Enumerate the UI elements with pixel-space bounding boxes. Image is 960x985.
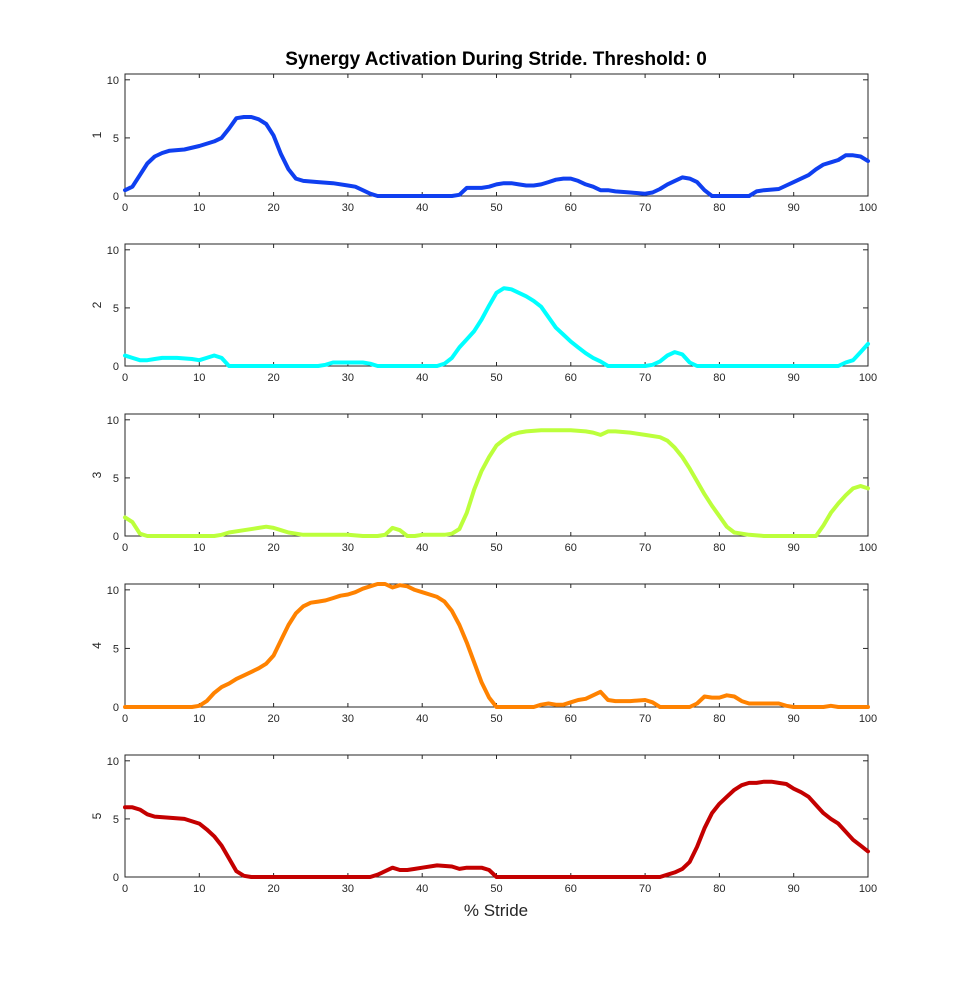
subplot-3-ytick-label-5: 5 (113, 473, 119, 485)
subplot-2-xtick-label-30: 30 (342, 372, 354, 384)
subplot-5-xtick-label-50: 50 (490, 883, 502, 895)
subplot-2-ylabel: 2 (90, 301, 104, 308)
subplot-3-xtick-label-80: 80 (713, 542, 725, 554)
subplot-1-xtick-label-0: 0 (122, 202, 128, 214)
subplot-1-xtick-label-10: 10 (193, 202, 205, 214)
subplot-2-xtick-label-80: 80 (713, 372, 725, 384)
subplot-5-xtick-label-100: 100 (859, 883, 877, 895)
subplot-5-xtick-label-90: 90 (788, 883, 800, 895)
subplot-1: 0 10 20 30 40 50 60 70 80 90 100 0 5 10 1 (90, 73, 877, 214)
subplot-4-xtick-label-40: 40 (416, 713, 428, 725)
subplot-3-xtick-label-90: 90 (788, 542, 800, 554)
subplot-5-ytick-label-5: 5 (113, 814, 119, 826)
subplot-3-ylabel: 3 (90, 471, 104, 478)
subplot-2-xtick-label-40: 40 (416, 372, 428, 384)
subplot-5-xtick-label-20: 20 (267, 883, 279, 895)
subplot-1-xtick-label-80: 80 (713, 202, 725, 214)
subplot-1-ytick-label-10: 10 (107, 75, 119, 87)
subplot-5-xtick-label-80: 80 (713, 883, 725, 895)
subplot-5-xtick-label-10: 10 (193, 883, 205, 895)
subplot-2-ytick-label-0: 0 (113, 361, 119, 373)
subplot-1-xtick-label-20: 20 (267, 202, 279, 214)
subplot-5-xtick-label-30: 30 (342, 883, 354, 895)
subplot-2-xtick-label-90: 90 (788, 372, 800, 384)
subplot-2-ytick-label-10: 10 (107, 245, 119, 257)
subplot-2-xtick-label-70: 70 (639, 372, 651, 384)
subplot-3-xtick-label-50: 50 (490, 542, 502, 554)
subplot-3: 0 10 20 30 40 50 60 70 80 90 100 0 5 10 3 (90, 413, 877, 554)
subplot-5-ytick-label-0: 0 (113, 872, 119, 884)
subplot-3-xtick-label-30: 30 (342, 542, 354, 554)
subplot-5-frame (124, 754, 869, 878)
subplot-4-ytick-label-5: 5 (113, 643, 119, 655)
subplot-3-xtick-label-60: 60 (565, 542, 577, 554)
series-line-4 (123, 582, 870, 709)
subplot-1-xtick-label-60: 60 (565, 202, 577, 214)
subplot-1-xtick-label-70: 70 (639, 202, 651, 214)
subplot-1-xtick-label-30: 30 (342, 202, 354, 214)
subplot-4-ylabel: 4 (90, 642, 104, 649)
subplot-4-xtick-label-10: 10 (193, 713, 205, 725)
subplot-5-xtick-label-40: 40 (416, 883, 428, 895)
series-line-3 (123, 428, 870, 538)
subplot-2-xtick-label-100: 100 (859, 372, 877, 384)
subplot-4: 0 10 20 30 40 50 60 70 80 90 100 0 5 10 4 (90, 582, 877, 725)
subplot-2-xtick-label-60: 60 (565, 372, 577, 384)
subplot-1-ytick-label-0: 0 (113, 191, 119, 203)
subplot-1-xtick-label-90: 90 (788, 202, 800, 214)
subplot-5-xtick-label-60: 60 (565, 883, 577, 895)
subplot-4-xtick-label-80: 80 (713, 713, 725, 725)
subplot-3-xtick-label-100: 100 (859, 542, 877, 554)
subplot-1-xtick-label-100: 100 (859, 202, 877, 214)
subplot-2-ytick-label-5: 5 (113, 303, 119, 315)
subplot-3-xtick-label-70: 70 (639, 542, 651, 554)
subplot-3-frame (124, 413, 869, 537)
subplot-4-xtick-label-50: 50 (490, 713, 502, 725)
subplot-4-ytick-label-0: 0 (113, 702, 119, 714)
series-line-1 (123, 115, 870, 198)
subplot-2-xtick-label-50: 50 (490, 372, 502, 384)
x-axis-label: % Stride (464, 901, 528, 920)
subplot-4-xtick-label-20: 20 (267, 713, 279, 725)
subplot-1-xtick-label-40: 40 (416, 202, 428, 214)
subplot-3-xtick-label-40: 40 (416, 542, 428, 554)
chart-title: Synergy Activation During Stride. Thresh… (285, 49, 707, 70)
series-line-5 (123, 779, 870, 879)
subplot-2-xtick-label-10: 10 (193, 372, 205, 384)
subplot-3-xtick-label-10: 10 (193, 542, 205, 554)
subplot-1-xtick-label-50: 50 (490, 202, 502, 214)
subplot-5-ytick-label-10: 10 (107, 756, 119, 768)
subplot-4-xtick-label-70: 70 (639, 713, 651, 725)
subplot-1-ylabel: 1 (90, 131, 104, 138)
subplot-2-xtick-label-20: 20 (267, 372, 279, 384)
subplot-4-ytick-label-10: 10 (107, 585, 119, 597)
series-line-2 (123, 286, 870, 368)
subplot-2-xtick-label-0: 0 (122, 372, 128, 384)
subplot-5-xtick-label-70: 70 (639, 883, 651, 895)
subplot-5: 0 10 20 30 40 50 60 70 80 90 100 0 5 10 5 (90, 754, 877, 895)
subplot-4-xtick-label-30: 30 (342, 713, 354, 725)
subplot-1-ytick-label-5: 5 (113, 133, 119, 145)
subplot-1-frame (124, 73, 869, 197)
subplot-2-frame (124, 243, 869, 367)
subplot-5-ylabel: 5 (90, 812, 104, 819)
subplot-2: 0 10 20 30 40 50 60 70 80 90 100 0 5 10 2 (90, 243, 877, 384)
subplot-3-xtick-label-0: 0 (122, 542, 128, 554)
subplot-3-ytick-label-10: 10 (107, 415, 119, 427)
subplot-4-xtick-label-60: 60 (565, 713, 577, 725)
subplot-3-xtick-label-20: 20 (267, 542, 279, 554)
subplot-5-xtick-label-0: 0 (122, 883, 128, 895)
subplot-3-ytick-label-0: 0 (113, 531, 119, 543)
subplot-4-frame (124, 583, 869, 708)
subplot-4-xtick-label-90: 90 (788, 713, 800, 725)
subplot-4-xtick-label-100: 100 (859, 713, 877, 725)
subplot-4-xtick-label-0: 0 (122, 713, 128, 725)
